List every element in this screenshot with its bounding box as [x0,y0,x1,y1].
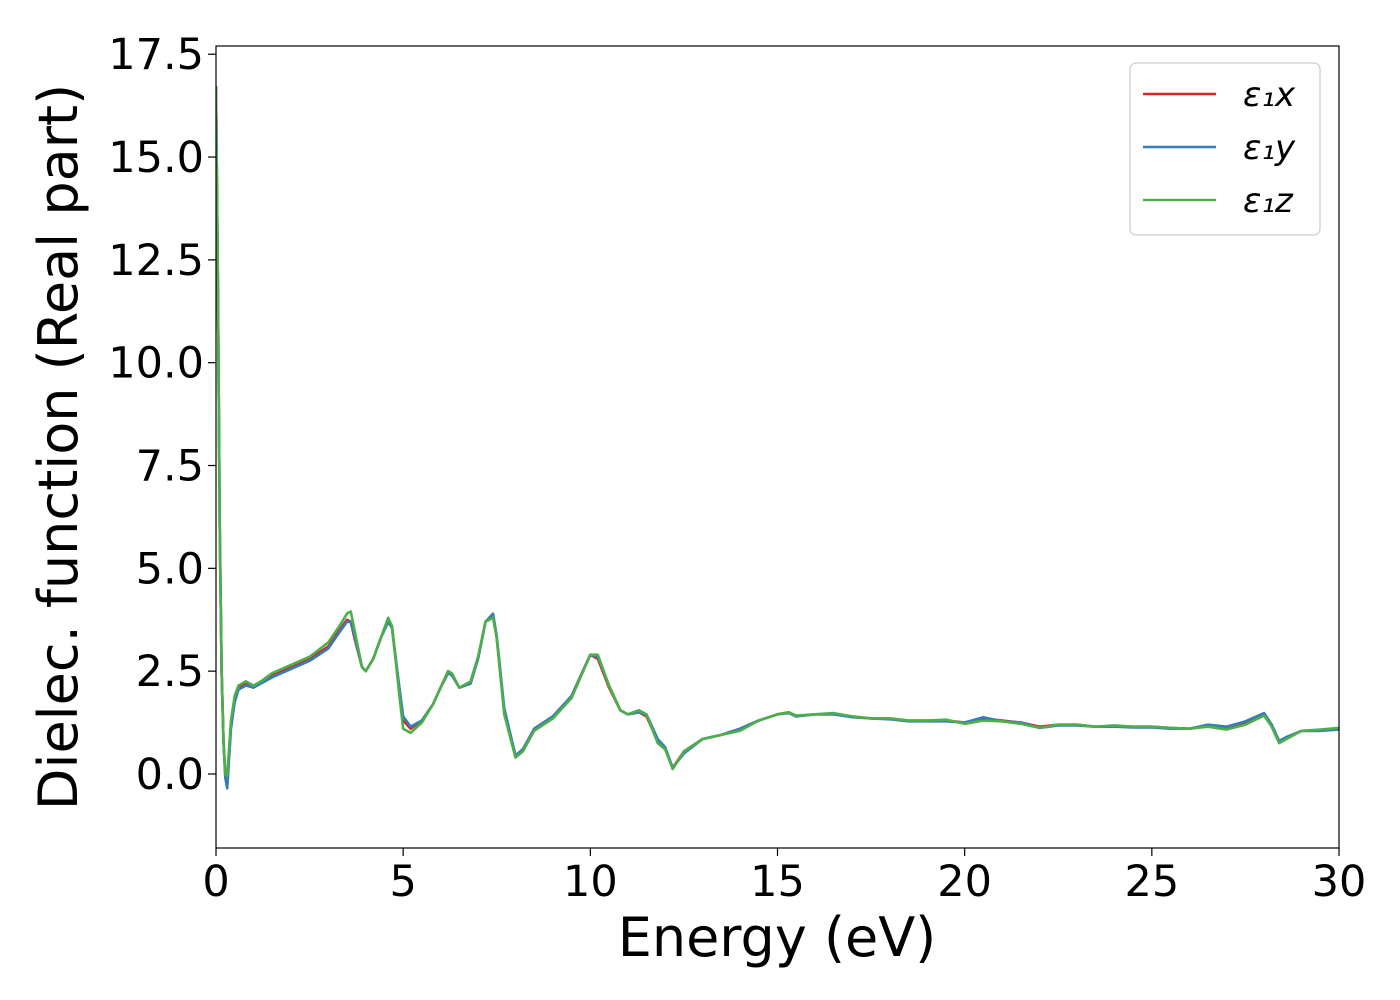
y-tick-label: 2.5 [136,647,204,697]
x-tick-label: 0 [202,857,229,907]
legend-box [1129,62,1321,236]
y-tick-label: 7.5 [136,442,204,492]
x-tick-label: 5 [389,857,416,907]
x-tick-label: 10 [563,857,618,907]
x-tick-label: 30 [1312,857,1367,907]
y-tick-label: 12.5 [108,236,204,286]
legend: ε₁x ε₁y ε₁z [1129,62,1321,236]
x-tick-label: 20 [937,857,992,907]
x-axis-title: Energy (eV) [618,906,937,969]
x-axis-ticks: 0 5 10 15 20 25 30 [202,848,1366,907]
legend-label-3: ε₁z [1243,181,1294,221]
y-axis-ticks: 0.0 2.5 5.0 7.5 10.0 12.5 15.0 17.5 [108,30,216,800]
y-axis-title: Dielec. function (Real part) [27,84,90,810]
y-tick-label: 0.0 [136,750,204,800]
series-layer [216,85,1339,790]
series-line-3 [216,85,1339,778]
y-tick-label: 10.0 [108,339,204,389]
y-tick-label: 5.0 [136,544,204,594]
x-tick-label: 25 [1124,857,1179,907]
legend-label-2: ε₁y [1243,128,1296,168]
legend-label-1: ε₁x [1243,75,1296,115]
y-tick-label: 17.5 [108,30,204,80]
x-tick-label: 15 [750,857,805,907]
y-tick-label: 15.0 [108,133,204,183]
